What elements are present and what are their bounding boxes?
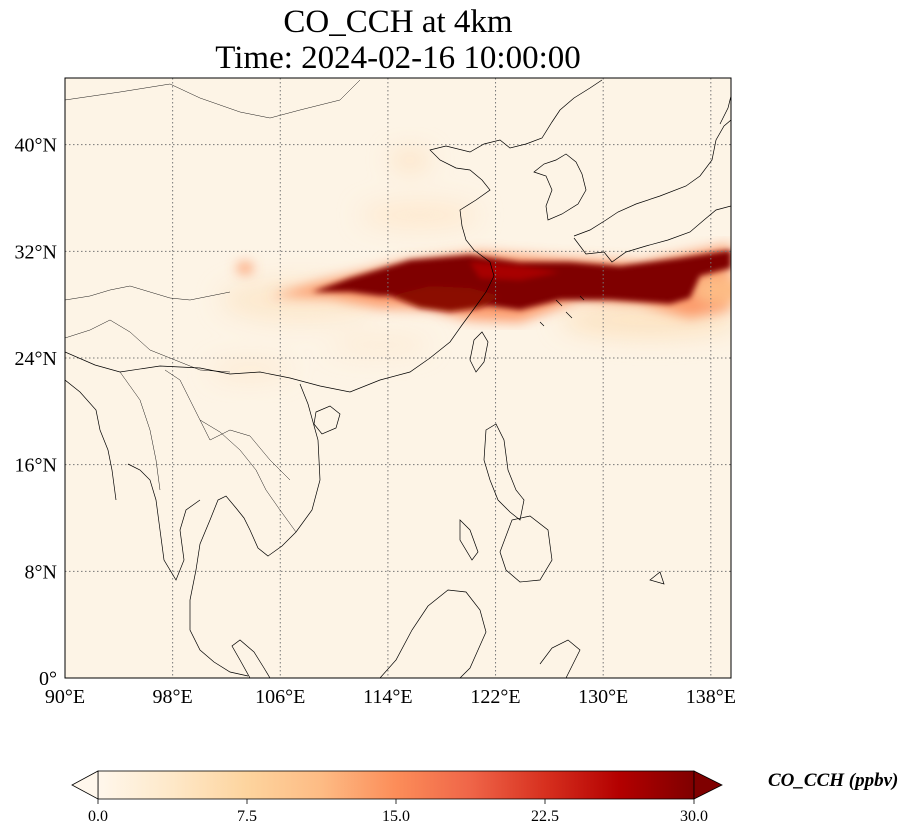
lon-tick-label: 90°E (45, 686, 85, 708)
lat-tick-label: 40°N (15, 135, 57, 157)
colorbar-tick-label: 22.5 (531, 808, 559, 825)
lon-tick-label: 98°E (153, 686, 193, 708)
colorbar-extend-low (71, 770, 99, 800)
colorbar-extend-high (693, 770, 723, 800)
country-borders (65, 79, 361, 533)
lon-tick-label: 130°E (578, 686, 628, 708)
coastlines (65, 79, 731, 678)
lon-tick-label: 122°E (470, 686, 520, 708)
plume-core (312, 250, 731, 312)
lat-tick-label: 16°N (15, 455, 57, 477)
lat-tick-label: 0° (39, 668, 57, 690)
colorbar-ticks: 0.0 7.5 15.0 22.5 30.0 (88, 799, 708, 825)
colorbar-tick-label: 15.0 (382, 808, 410, 825)
lat-tick-label: 24°N (15, 348, 57, 370)
lon-tick-label: 114°E (363, 686, 412, 708)
longitude-tick-labels: 90°E 98°E 106°E 114°E 122°E 130°E 138°E (45, 686, 736, 708)
latitude-tick-labels: 0° 8°N 16°N 24°N 32°N 40°N (15, 135, 57, 690)
lon-tick-label: 106°E (255, 686, 305, 708)
co-concentration-field (210, 150, 731, 380)
lat-tick-label: 32°N (15, 241, 57, 263)
lat-tick-label: 8°N (25, 561, 57, 583)
colorbar-bar (97, 770, 695, 800)
map-background (65, 78, 731, 678)
colorbar-tick-label: 0.0 (88, 808, 108, 825)
colorbar-tick-label: 30.0 (680, 808, 708, 825)
colorbar: 0.0 7.5 15.0 22.5 30.0 (71, 770, 723, 825)
colorbar-label: CO_CCH (ppbv) (768, 770, 899, 791)
map-frame (64, 77, 732, 679)
map-title-line1: CO_CCH at 4km (283, 4, 513, 40)
map-title-line2: Time: 2024-02-16 10:00:00 (215, 40, 581, 76)
lon-tick-label: 138°E (686, 686, 736, 708)
colorbar-tick-label: 7.5 (237, 808, 257, 825)
